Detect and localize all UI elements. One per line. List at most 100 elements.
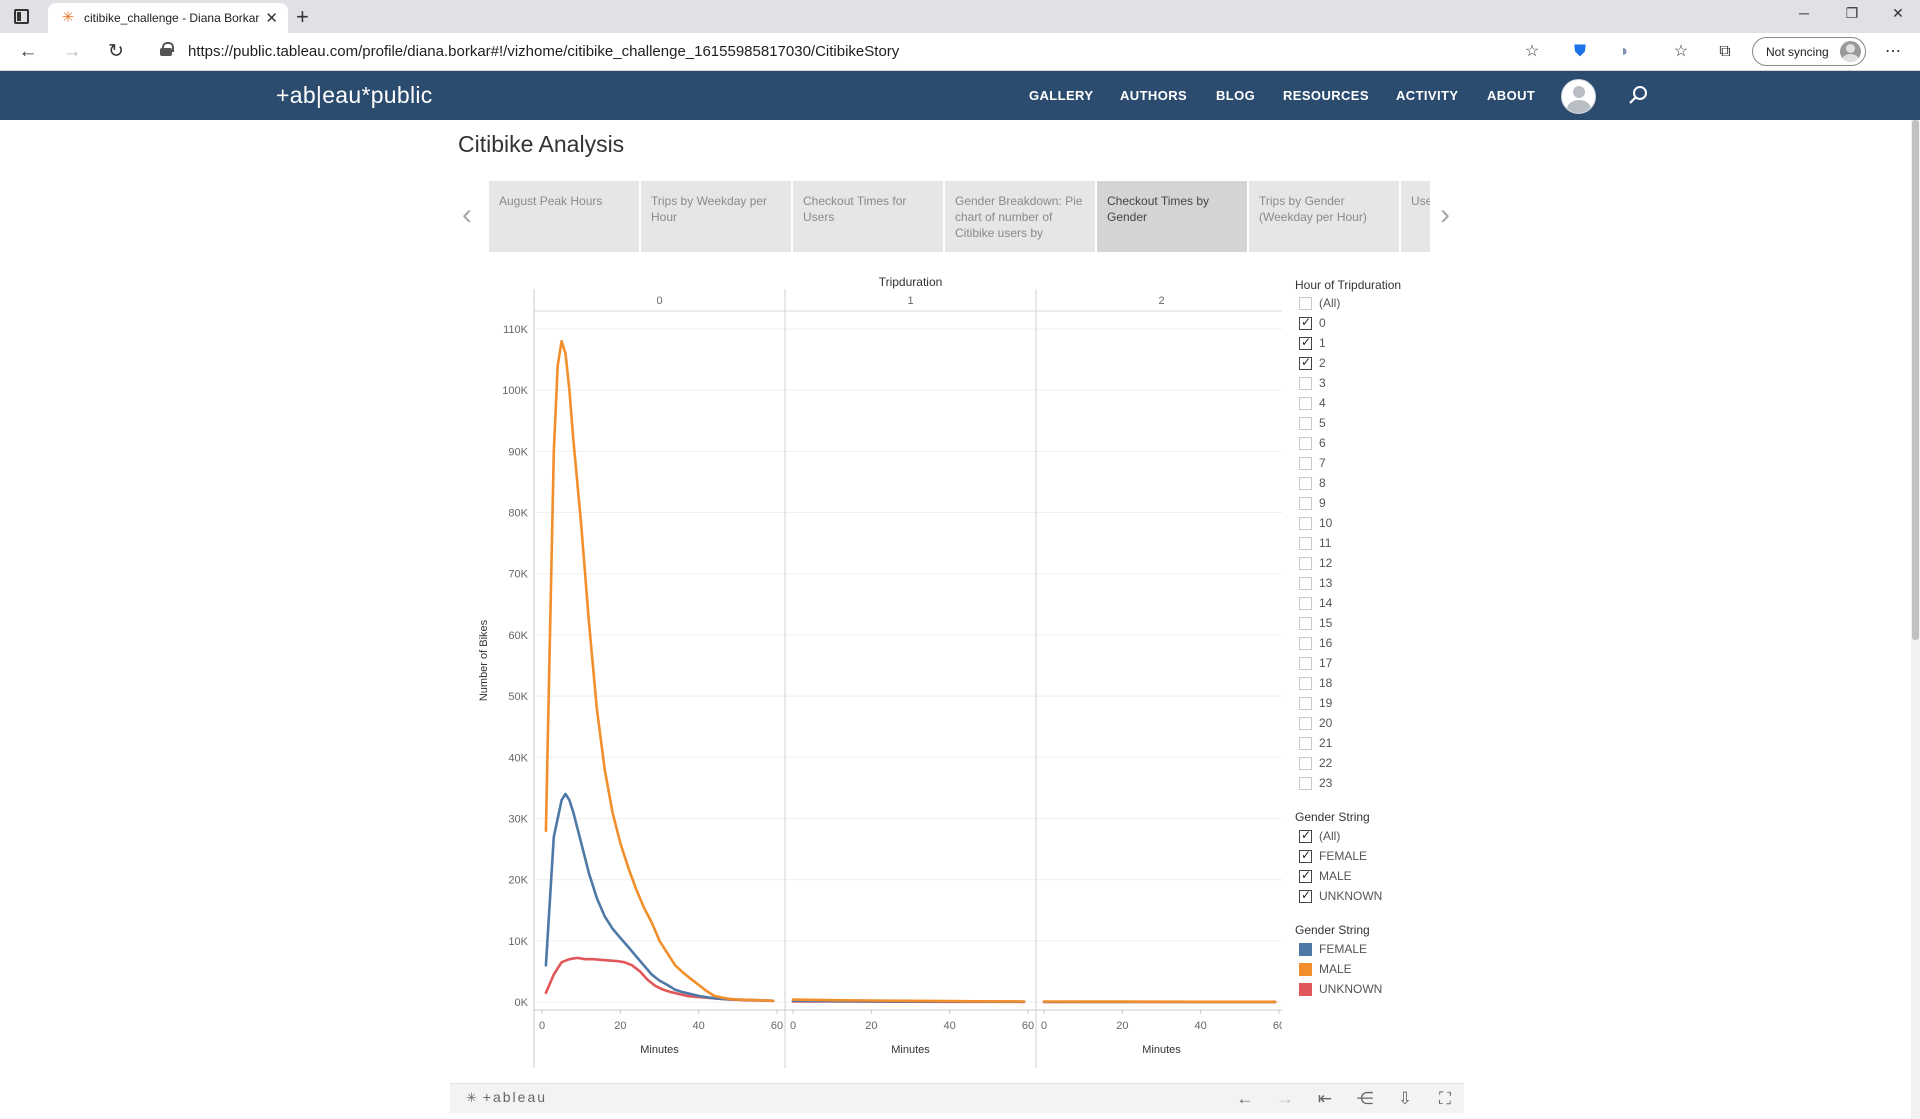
checkbox[interactable] <box>1299 417 1312 430</box>
checkbox[interactable] <box>1299 335 1312 350</box>
refresh-icon[interactable]: ↻ <box>108 41 124 62</box>
checkbox[interactable] <box>1299 617 1312 630</box>
checkbox[interactable] <box>1299 828 1312 843</box>
legend-item[interactable]: MALE <box>1299 961 1419 979</box>
hour-filter-option[interactable]: 18 <box>1299 675 1419 693</box>
nav-resources[interactable]: RESOURCES <box>1283 88 1369 103</box>
checkbox[interactable] <box>1299 677 1312 690</box>
legend-item[interactable]: UNKNOWN <box>1299 981 1419 999</box>
lock-icon[interactable] <box>160 42 174 56</box>
checkbox[interactable] <box>1299 377 1312 390</box>
checkbox[interactable] <box>1299 888 1312 903</box>
checkbox[interactable] <box>1299 297 1312 310</box>
hour-filter-option[interactable]: 12 <box>1299 555 1419 573</box>
forward-icon[interactable]: → <box>62 41 82 62</box>
new-tab-icon[interactable]: + <box>296 4 309 29</box>
checkbox[interactable] <box>1299 577 1312 590</box>
close-window-icon[interactable]: ✕ <box>1892 5 1904 21</box>
checkbox[interactable] <box>1299 777 1312 790</box>
browser-tab[interactable]: ✳ citibike_challenge - Diana Borkar ✕ <box>48 3 288 33</box>
hour-filter-option[interactable]: 9 <box>1299 495 1419 513</box>
checkbox[interactable] <box>1299 848 1312 863</box>
hour-filter-option[interactable]: 14 <box>1299 595 1419 613</box>
story-point[interactable]: Trips by Gender (Weekday per Hour) <box>1249 181 1399 252</box>
checkbox[interactable] <box>1299 437 1312 450</box>
gender-filter-option[interactable]: UNKNOWN <box>1299 888 1419 906</box>
nav-about[interactable]: ABOUT <box>1487 88 1536 103</box>
hour-filter-option[interactable]: 16 <box>1299 635 1419 653</box>
story-next-arrow-icon[interactable]: › <box>1440 198 1450 231</box>
collections-icon[interactable]: ⧉ <box>1719 43 1731 60</box>
checkbox[interactable] <box>1299 355 1312 370</box>
undo-icon[interactable]: ← <box>1236 1089 1254 1108</box>
story-point[interactable]: August Peak Hours <box>489 181 639 252</box>
extension-icon[interactable]: ◑ <box>1618 43 1628 60</box>
nav-activity[interactable]: ACTIVITY <box>1396 88 1459 103</box>
checkbox[interactable] <box>1299 397 1312 410</box>
hour-filter-option[interactable]: 19 <box>1299 695 1419 713</box>
checkbox[interactable] <box>1299 597 1312 610</box>
hour-filter-option[interactable]: 5 <box>1299 415 1419 433</box>
hour-filter-option[interactable]: 6 <box>1299 435 1419 453</box>
checkbox[interactable] <box>1299 868 1312 883</box>
revert-icon[interactable]: ⇤ <box>1317 1089 1333 1108</box>
tableau-public-logo[interactable]: +ab|eau*public <box>276 82 433 108</box>
gender-filter-option[interactable]: (All) <box>1299 828 1419 846</box>
page-scrollbar[interactable] <box>1911 120 1920 1119</box>
user-avatar[interactable] <box>1561 79 1596 114</box>
checkbox[interactable] <box>1299 477 1312 490</box>
hour-filter-option[interactable]: 0 <box>1299 315 1419 333</box>
hour-filter-option[interactable]: 20 <box>1299 715 1419 733</box>
favorite-star-icon[interactable]: ☆ <box>1524 43 1540 60</box>
checkbox[interactable] <box>1299 757 1312 770</box>
story-point[interactable]: Trips by Weekday per Hour <box>641 181 791 252</box>
nav-authors[interactable]: AUTHORS <box>1120 88 1188 103</box>
gender-filter-option[interactable]: MALE <box>1299 868 1419 886</box>
hour-filter-option[interactable]: 22 <box>1299 755 1419 773</box>
hour-filter-option[interactable]: 17 <box>1299 655 1419 673</box>
checkbox[interactable] <box>1299 657 1312 670</box>
hour-filter-option[interactable]: 23 <box>1299 775 1419 793</box>
checkbox[interactable] <box>1299 457 1312 470</box>
hour-filter-option[interactable]: 3 <box>1299 375 1419 393</box>
story-point[interactable]: Checkout Times for Users <box>793 181 943 252</box>
hour-filter-option[interactable]: 10 <box>1299 515 1419 533</box>
gender-filter-option[interactable]: FEMALE <box>1299 848 1419 866</box>
hour-filter-option[interactable]: 4 <box>1299 395 1419 413</box>
share-icon[interactable]: ⋲ <box>1356 1089 1374 1108</box>
extension-shield-icon[interactable]: ⛊ <box>1573 43 1586 60</box>
hour-filter-option[interactable]: 21 <box>1299 735 1419 753</box>
hour-filter-option[interactable]: 8 <box>1299 475 1419 493</box>
hour-filter-option[interactable]: 15 <box>1299 615 1419 633</box>
restore-icon[interactable]: ❐ <box>1845 5 1859 21</box>
profile-sync-button[interactable]: Not syncing <box>1752 37 1866 66</box>
tab-close-icon[interactable]: ✕ <box>265 10 278 27</box>
hour-filter-option[interactable]: 13 <box>1299 575 1419 593</box>
fullscreen-icon[interactable]: ⛶ <box>1439 1089 1451 1108</box>
hour-filter-option[interactable]: 2 <box>1299 355 1419 373</box>
more-menu-icon[interactable]: ⋯ <box>1885 43 1901 60</box>
favorites-icon[interactable]: ☆ <box>1673 43 1689 60</box>
story-point[interactable]: Gender Breakdown: Pie chart of number of… <box>945 181 1095 252</box>
story-point[interactable]: Users by W <box>1401 181 1430 252</box>
checkbox[interactable] <box>1299 537 1312 550</box>
story-point-active[interactable]: Checkout Times by Gender <box>1097 181 1247 252</box>
url-field[interactable]: https://public.tableau.com/profile/diana… <box>188 43 900 60</box>
story-prev-arrow-icon[interactable]: ‹ <box>462 198 472 231</box>
redo-icon[interactable]: → <box>1276 1089 1294 1108</box>
checkbox[interactable] <box>1299 557 1312 570</box>
tab-actions-icon[interactable] <box>14 9 29 24</box>
checkbox[interactable] <box>1299 497 1312 510</box>
checkbox[interactable] <box>1299 517 1312 530</box>
checkbox[interactable] <box>1299 737 1312 750</box>
back-icon[interactable]: ← <box>18 41 38 62</box>
search-icon[interactable] <box>1628 85 1648 105</box>
nav-blog[interactable]: BLOG <box>1216 88 1256 103</box>
legend-item[interactable]: FEMALE <box>1299 941 1419 959</box>
checkbox[interactable] <box>1299 717 1312 730</box>
hour-filter-option[interactable]: 11 <box>1299 535 1419 553</box>
nav-gallery[interactable]: GALLERY <box>1029 88 1094 103</box>
download-icon[interactable]: ⇩ <box>1397 1089 1413 1108</box>
checkbox[interactable] <box>1299 697 1312 710</box>
checkbox[interactable] <box>1299 637 1312 650</box>
